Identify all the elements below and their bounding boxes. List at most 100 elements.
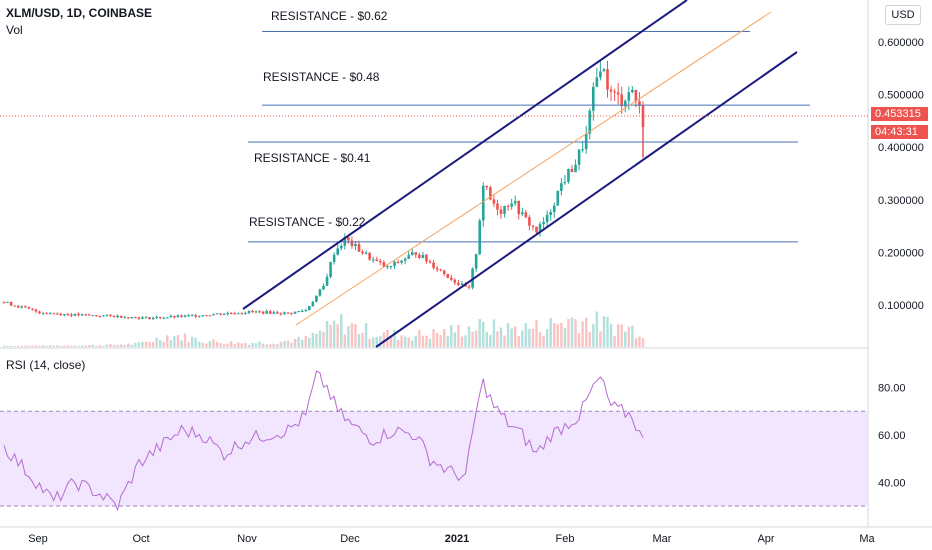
candle-body [560,183,563,191]
volume-bar [553,323,556,347]
volume-bar [609,323,613,347]
volume-bar [467,326,471,347]
candle-body [52,313,55,315]
candle-body [492,199,496,204]
candle-body [545,214,549,222]
volume-bar [599,331,602,347]
candle-body [304,310,308,312]
candle-body [567,168,570,183]
candle-body [609,89,613,92]
volume-bar [613,336,616,347]
candle-body [272,312,276,314]
candle-body [638,101,641,106]
volume-bar [254,343,258,347]
volume-label[interactable]: Vol [6,23,23,37]
candle-body [190,315,194,317]
candle-body [169,315,173,318]
candle-body [329,261,332,277]
candle-body [187,315,190,317]
volume-bar [464,335,467,347]
volume-bar [159,340,162,347]
volume-bar [222,344,226,347]
candle-body [528,217,531,226]
candle-body [588,110,592,134]
candle-body [371,259,375,261]
candle-body [308,306,311,311]
volume-bar [499,327,503,347]
symbol-title[interactable]: XLM/USD, 1D, COINBASE [6,6,153,20]
volume-bar [233,344,236,347]
candle-body [499,209,503,214]
volume-bar [428,338,432,347]
candle-body [95,315,98,317]
candle-body [205,315,208,317]
candle-body [283,312,286,315]
candle-body [63,314,66,316]
volume-bar [482,321,485,347]
volume-bar [77,346,80,347]
volume-bar [130,344,133,347]
candle-body [549,212,552,215]
candle-body [460,283,464,285]
rsi-title[interactable]: RSI (14, close) [6,358,86,372]
candle-body [116,315,119,318]
candle-body [347,237,350,241]
volume-bar [549,318,552,347]
volume-bar [457,324,460,347]
volume-bar [478,319,481,347]
volume-bar [350,323,354,347]
candle-body [119,315,123,318]
volume-bar [517,336,520,347]
volume-bar [91,344,94,347]
volume-bar [400,335,403,347]
candle-body [229,312,233,314]
volume-bar [634,338,638,347]
candle-body [20,306,24,308]
candle-body [6,301,9,303]
candle-body [570,168,574,173]
volume-bar [283,340,286,347]
volume-bar [474,330,478,347]
volume-bar [95,345,98,347]
candle-body [517,200,521,215]
volume-bar [641,338,645,347]
currency-button[interactable]: USD [885,5,921,25]
candle-body [513,200,517,204]
volume-bar [453,332,457,347]
volume-bar [148,341,151,347]
candle-body [325,276,329,286]
volume-bar [59,346,62,347]
candle-body [634,89,638,102]
candle-body [162,317,166,319]
candle-body [389,265,393,267]
candle-body [27,307,31,309]
volume-bar [585,317,588,347]
volume-bar [443,329,446,347]
candle-body [130,316,134,319]
volume-bar [570,317,574,347]
volume-bar [592,323,595,347]
candle-body [166,317,169,319]
volume-bar [237,342,240,347]
volume-bar [230,341,233,347]
candle-body [183,315,187,317]
candle-body [70,314,73,316]
volume-bar [258,341,261,347]
candle-body [109,314,112,316]
volume-bar [407,337,410,347]
candle-body [414,252,418,255]
time-tick-label: Mar [653,533,672,545]
candle-body [407,254,410,259]
candle-body [595,77,599,87]
volume-bar [56,345,59,347]
volume-bar [102,345,105,347]
candle-body [379,260,382,263]
volume-bar [13,346,16,347]
candle-body [134,316,137,318]
volume-bar [2,345,6,347]
candle-body [467,286,471,288]
candle-body [244,313,247,315]
candle-body [442,270,446,275]
candle-body [354,244,357,246]
rsi-tick-label: 60.00 [878,430,906,442]
